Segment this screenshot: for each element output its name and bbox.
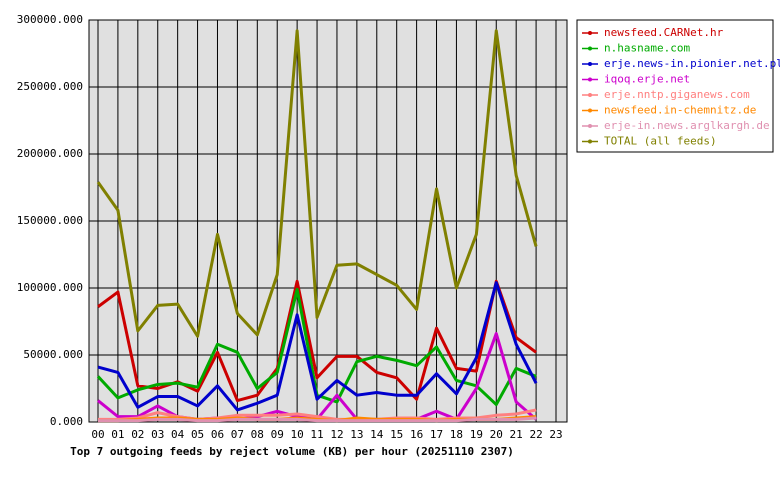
legend-dot [588,124,592,128]
legend-dot [588,93,592,97]
x-tick-label: 08 [251,428,264,441]
legend-label: newsfeed.CARNet.hr [604,26,724,39]
y-tick-label: 50000.000 [23,348,83,361]
legend-dot [588,46,592,51]
legend-label: TOTAL (all feeds) [604,135,717,148]
legend-dot [588,31,592,35]
x-tick-label: 12 [330,428,343,441]
x-tick-label: 19 [470,428,483,441]
x-tick-label: 04 [171,428,185,441]
y-tick-label: 250000.000 [17,80,83,93]
x-tick-label: 05 [191,428,204,441]
x-tick-label: 20 [490,428,503,441]
legend-label: erje.news-in.pionier.net.pl [604,57,780,70]
x-tick-label: 17 [430,428,443,441]
y-tick-label: 100000.000 [17,281,83,294]
x-tick-label: 02 [131,428,144,441]
x-tick-label: 10 [291,428,304,441]
x-tick-label: 23 [549,428,562,441]
x-tick-label: 16 [410,428,423,441]
legend-dot [588,62,592,66]
legend-label: iqoq.erje.net [604,73,690,86]
y-tick-label: 0.000 [50,415,83,428]
x-tick-label: 14 [370,428,384,441]
x-tick-label: 11 [310,428,323,441]
y-tick-label: 200000.000 [17,147,83,160]
legend-label: erje.nntp.giganews.com [604,88,750,101]
x-tick-label: 07 [231,428,244,441]
x-tick-label: 06 [211,428,224,441]
series-line [96,29,538,338]
chart-title: Top 7 outgoing feeds by reject volume (K… [70,445,514,458]
series-line [98,416,537,423]
x-tick-label: 09 [271,428,284,441]
y-tick-label: 150000.000 [17,214,83,227]
x-tick-label: 22 [529,428,542,441]
legend-dot [588,108,592,113]
legend-label: erje-in.news.arglkargh.de [604,119,770,132]
x-tick-label: 15 [390,428,403,441]
x-tick-label: 00 [91,428,104,441]
x-tick-label: 13 [350,428,363,441]
legend-label: newsfeed.in-chemnitz.de [604,104,756,117]
x-tick-label: 01 [111,428,124,441]
legend-dot [588,139,592,144]
x-tick-label: 18 [450,428,463,441]
y-tick-label: 300000.000 [17,13,83,26]
series-line [97,281,538,412]
x-tick-label: 03 [151,428,164,441]
legend-label: n.hasname.com [604,42,690,55]
x-tick-label: 21 [510,428,523,441]
legend-dot [588,77,592,82]
legend-box [576,19,774,153]
